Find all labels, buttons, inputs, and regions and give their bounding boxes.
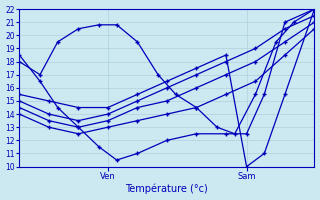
X-axis label: Température (°c): Température (°c) (125, 184, 208, 194)
